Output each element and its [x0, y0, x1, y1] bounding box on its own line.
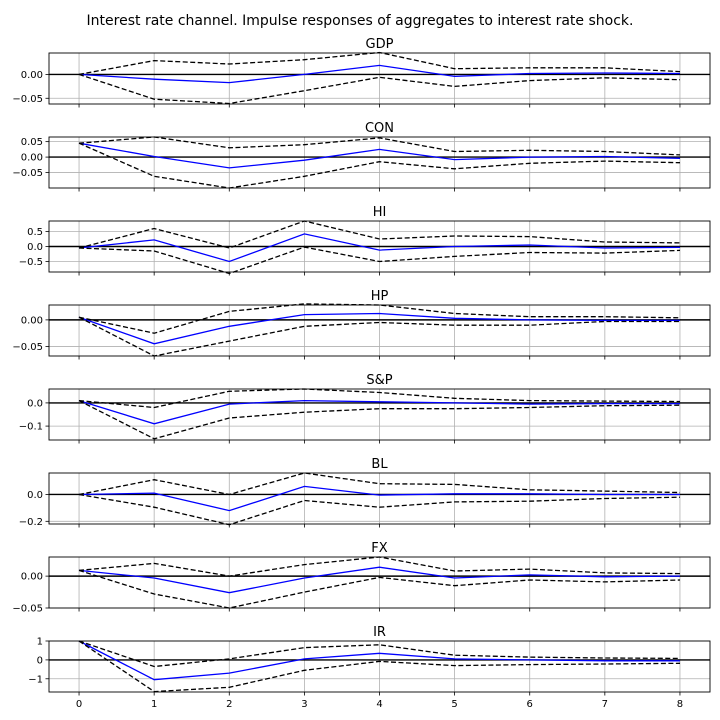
s-p-irf-line [78, 399, 680, 425]
bl-upper-line [78, 472, 681, 496]
panel-title-bl: BL [371, 457, 388, 472]
gdp-irf-line [78, 64, 681, 84]
x-tick-label: 1 [151, 699, 157, 710]
x-tick-label: 0 [76, 699, 82, 710]
y-tick-label: 0.00 [21, 153, 43, 164]
ir-lower-line [78, 640, 681, 693]
panel-frame [48, 304, 711, 357]
panel-con: CON −0.05 0.00 0.05 [12, 121, 711, 192]
fx-lower-line [78, 569, 681, 609]
panel-frame [48, 556, 711, 609]
y-tick-label: 0.00 [21, 315, 43, 326]
y-tick-label: 0.0 [27, 398, 43, 409]
panel-frame [48, 388, 711, 441]
bl-irf-line [78, 485, 680, 512]
panel-title-con: CON [365, 121, 394, 136]
hi-lower-line [78, 246, 681, 275]
panel-title-s-p: S&P [366, 373, 392, 388]
y-tick-label: −1 [28, 674, 43, 685]
x-tick-label: 4 [376, 699, 382, 710]
panel-frame [48, 472, 711, 525]
hp-irf-line [78, 312, 680, 345]
panel-hi: HI −0.5 0.0 0.5 [19, 205, 711, 276]
y-tick-label: −0.05 [12, 168, 43, 179]
panel-title-hi: HI [373, 205, 387, 220]
y-tick-label: 0.00 [21, 70, 43, 81]
x-tick-label: 3 [301, 699, 307, 710]
y-tick-label: −0.1 [19, 422, 43, 433]
panel-fx: FX −0.05 0.00 [12, 541, 711, 615]
hp-upper-line [78, 303, 681, 334]
panel-title-ir: IR [373, 625, 386, 640]
ir-irf-line [78, 640, 680, 681]
y-tick-label: 1 [37, 637, 43, 648]
fx-irf-line [78, 566, 681, 594]
panel-s-p: S&P −0.1 0.0 [19, 373, 711, 444]
y-tick-label: −0.05 [12, 94, 43, 105]
panel-bl: BL −0.2 0.0 [19, 457, 711, 528]
hi-irf-line [78, 233, 681, 263]
y-tick-label: 0.0 [27, 242, 43, 253]
con-lower-line [78, 142, 681, 189]
x-tick-label: 7 [602, 699, 608, 710]
con-irf-line [78, 142, 681, 169]
panel-frame [48, 52, 711, 105]
panels-group: GDP−0.050.00CON−0.050.000.05HI−0.50.00.5… [12, 37, 711, 710]
x-tick-label: 2 [226, 699, 232, 710]
bl-lower-line [78, 493, 681, 526]
panel-hp: HP −0.05 0.00 [12, 289, 711, 360]
y-tick-label: −0.05 [12, 604, 43, 615]
y-tick-label: 0.05 [21, 137, 43, 148]
con-upper-line [78, 136, 681, 156]
figure-title: Interest rate channel. Impulse responses… [87, 13, 634, 29]
y-tick-label: 0.5 [27, 227, 43, 238]
y-tick-label: 0.0 [27, 490, 43, 501]
y-tick-label: 0.00 [21, 572, 43, 583]
x-tick-label: 6 [527, 699, 533, 710]
panel-ir: IR 0 1 2 3 4 5 6 7 8 −1 0 1 [28, 625, 711, 710]
panel-frame [48, 640, 711, 693]
s-p-lower-line [78, 400, 681, 440]
panel-title-gdp: GDP [366, 37, 394, 52]
s-p-upper-line [78, 388, 681, 409]
y-tick-label: −0.05 [12, 342, 43, 353]
x-tick-label: 8 [677, 699, 683, 710]
panel-frame [48, 136, 711, 189]
gdp-upper-line [78, 51, 681, 76]
hp-lower-line [78, 316, 680, 357]
panel-gdp: GDP −0.05 0.00 [12, 37, 711, 108]
y-tick-label: 0 [37, 655, 43, 666]
y-tick-label: −0.5 [19, 257, 43, 268]
hi-upper-line [78, 220, 681, 249]
ir-upper-line [78, 640, 681, 668]
panel-title-hp: HP [371, 289, 389, 304]
y-tick-label: −0.2 [19, 517, 43, 528]
x-tick-label: 5 [451, 699, 457, 710]
panel-title-fx: FX [371, 541, 387, 556]
panel-frame [48, 220, 711, 273]
